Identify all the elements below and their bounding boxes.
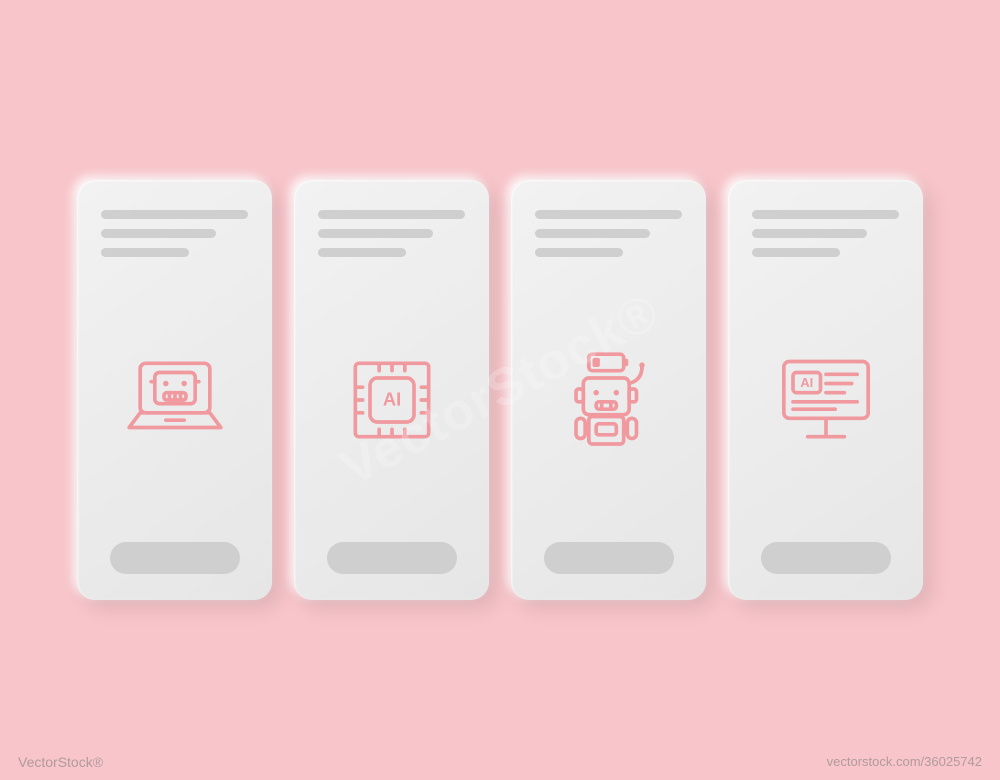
ai-chip-icon: AI xyxy=(318,257,465,542)
svg-text:AI: AI xyxy=(800,375,813,390)
card-ai-monitor: AI xyxy=(728,180,923,600)
footer-right: vectorstock.com/36025742 xyxy=(827,754,982,770)
placeholder-lines xyxy=(535,210,682,257)
svg-text:AI: AI xyxy=(382,388,400,409)
laptop-robot-icon xyxy=(101,257,248,542)
placeholder-pill xyxy=(761,542,891,574)
robot-battery-icon xyxy=(535,257,682,542)
placeholder-line xyxy=(101,210,248,219)
placeholder-pill xyxy=(544,542,674,574)
card-laptop-robot xyxy=(77,180,272,600)
placeholder-lines xyxy=(752,210,899,257)
footer-left: VectorStock® xyxy=(18,754,103,770)
footer-watermark: VectorStock® vectorstock.com/36025742 xyxy=(0,754,1000,770)
card-ai-chip: AI xyxy=(294,180,489,600)
placeholder-line xyxy=(101,229,216,238)
placeholder-lines xyxy=(101,210,248,257)
placeholder-line xyxy=(535,229,650,238)
card-robot-battery xyxy=(511,180,706,600)
placeholder-line xyxy=(535,210,682,219)
ai-monitor-icon: AI xyxy=(752,257,899,542)
placeholder-line xyxy=(318,210,465,219)
placeholder-pill xyxy=(327,542,457,574)
placeholder-line xyxy=(752,210,899,219)
card-row: AI xyxy=(77,180,923,600)
placeholder-line xyxy=(752,229,867,238)
placeholder-lines xyxy=(318,210,465,257)
placeholder-line xyxy=(318,248,406,257)
placeholder-line xyxy=(535,248,623,257)
placeholder-line xyxy=(318,229,433,238)
placeholder-line xyxy=(101,248,189,257)
placeholder-pill xyxy=(110,542,240,574)
placeholder-line xyxy=(752,248,840,257)
